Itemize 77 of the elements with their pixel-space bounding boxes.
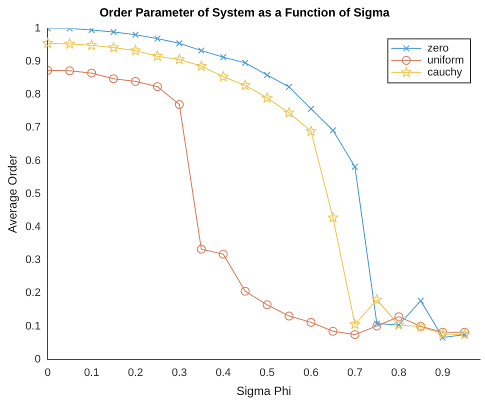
- point: [439, 334, 446, 341]
- point: [330, 127, 336, 134]
- point: [198, 47, 205, 54]
- legend-label: cauchy: [427, 66, 463, 78]
- x-tick-label: 0.1: [84, 367, 100, 380]
- y-tick-label: 0.4: [25, 221, 41, 234]
- y-tick-label: 1: [34, 22, 41, 34]
- x-tick-label: 0.5: [259, 367, 275, 380]
- point: [264, 72, 270, 78]
- point: [242, 59, 249, 66]
- point: [308, 106, 314, 112]
- x-tick-label: 0.9: [435, 367, 450, 380]
- y-tick-label: 0.7: [25, 122, 41, 134]
- x-tick-label: 0.8: [391, 367, 406, 380]
- point: [130, 45, 141, 56]
- y-axis-title: Average Order: [6, 154, 20, 234]
- point: [240, 286, 250, 296]
- point: [262, 300, 272, 310]
- point: [328, 326, 338, 336]
- point: [154, 35, 161, 42]
- point: [394, 312, 404, 322]
- point: [374, 320, 380, 327]
- legend-label: uniform: [427, 54, 464, 66]
- point: [88, 28, 95, 34]
- point: [196, 244, 206, 254]
- point: [394, 319, 404, 330]
- x-tick-label: 0.2: [128, 367, 144, 380]
- point: [176, 40, 183, 47]
- x-tick-label: 0: [44, 367, 51, 380]
- point: [240, 80, 250, 90]
- point: [152, 82, 162, 92]
- point: [372, 321, 382, 330]
- point: [328, 212, 338, 222]
- x-tick-label: 0.3: [172, 367, 188, 380]
- legend-label: zero: [427, 42, 449, 54]
- y-tick-label: 0.6: [25, 154, 41, 167]
- y-tick-label: 0.3: [25, 254, 41, 266]
- y-tick-label: 0.8: [25, 88, 41, 101]
- point: [108, 42, 119, 52]
- point: [286, 84, 292, 90]
- point: [110, 28, 117, 36]
- point: [132, 31, 139, 38]
- point: [460, 328, 470, 337]
- point: [64, 38, 75, 48]
- point: [86, 40, 97, 50]
- point: [284, 107, 294, 118]
- point: [87, 68, 96, 78]
- point: [174, 54, 185, 64]
- point: [372, 294, 382, 304]
- y-tick-label: 0.2: [25, 287, 41, 300]
- point: [350, 318, 360, 329]
- chart-title: Order Parameter of System as a Function of Sigma: [99, 6, 390, 20]
- point: [174, 100, 184, 110]
- y-tick-label: 0: [34, 353, 41, 366]
- point: [109, 74, 118, 84]
- point: [306, 126, 316, 136]
- x-tick-label: 0.7: [347, 367, 363, 380]
- point: [350, 330, 360, 340]
- point: [152, 50, 163, 61]
- point: [196, 60, 207, 71]
- point: [417, 297, 424, 304]
- point: [65, 66, 74, 76]
- point: [218, 71, 229, 82]
- point: [130, 76, 140, 86]
- point: [284, 312, 294, 321]
- y-tick-label: 0.1: [25, 320, 41, 332]
- point: [42, 38, 53, 48]
- point: [220, 54, 227, 61]
- y-tick-label: 0.9: [25, 56, 41, 68]
- x-tick-label: 0.4: [216, 367, 231, 380]
- y-tick-label: 0.5: [25, 188, 41, 200]
- point: [352, 163, 358, 170]
- point: [262, 92, 272, 102]
- x-axis-title: Sigma Phi: [236, 384, 292, 398]
- point: [306, 318, 316, 327]
- x-tick-label: 0.6: [303, 367, 319, 380]
- point: [218, 250, 228, 259]
